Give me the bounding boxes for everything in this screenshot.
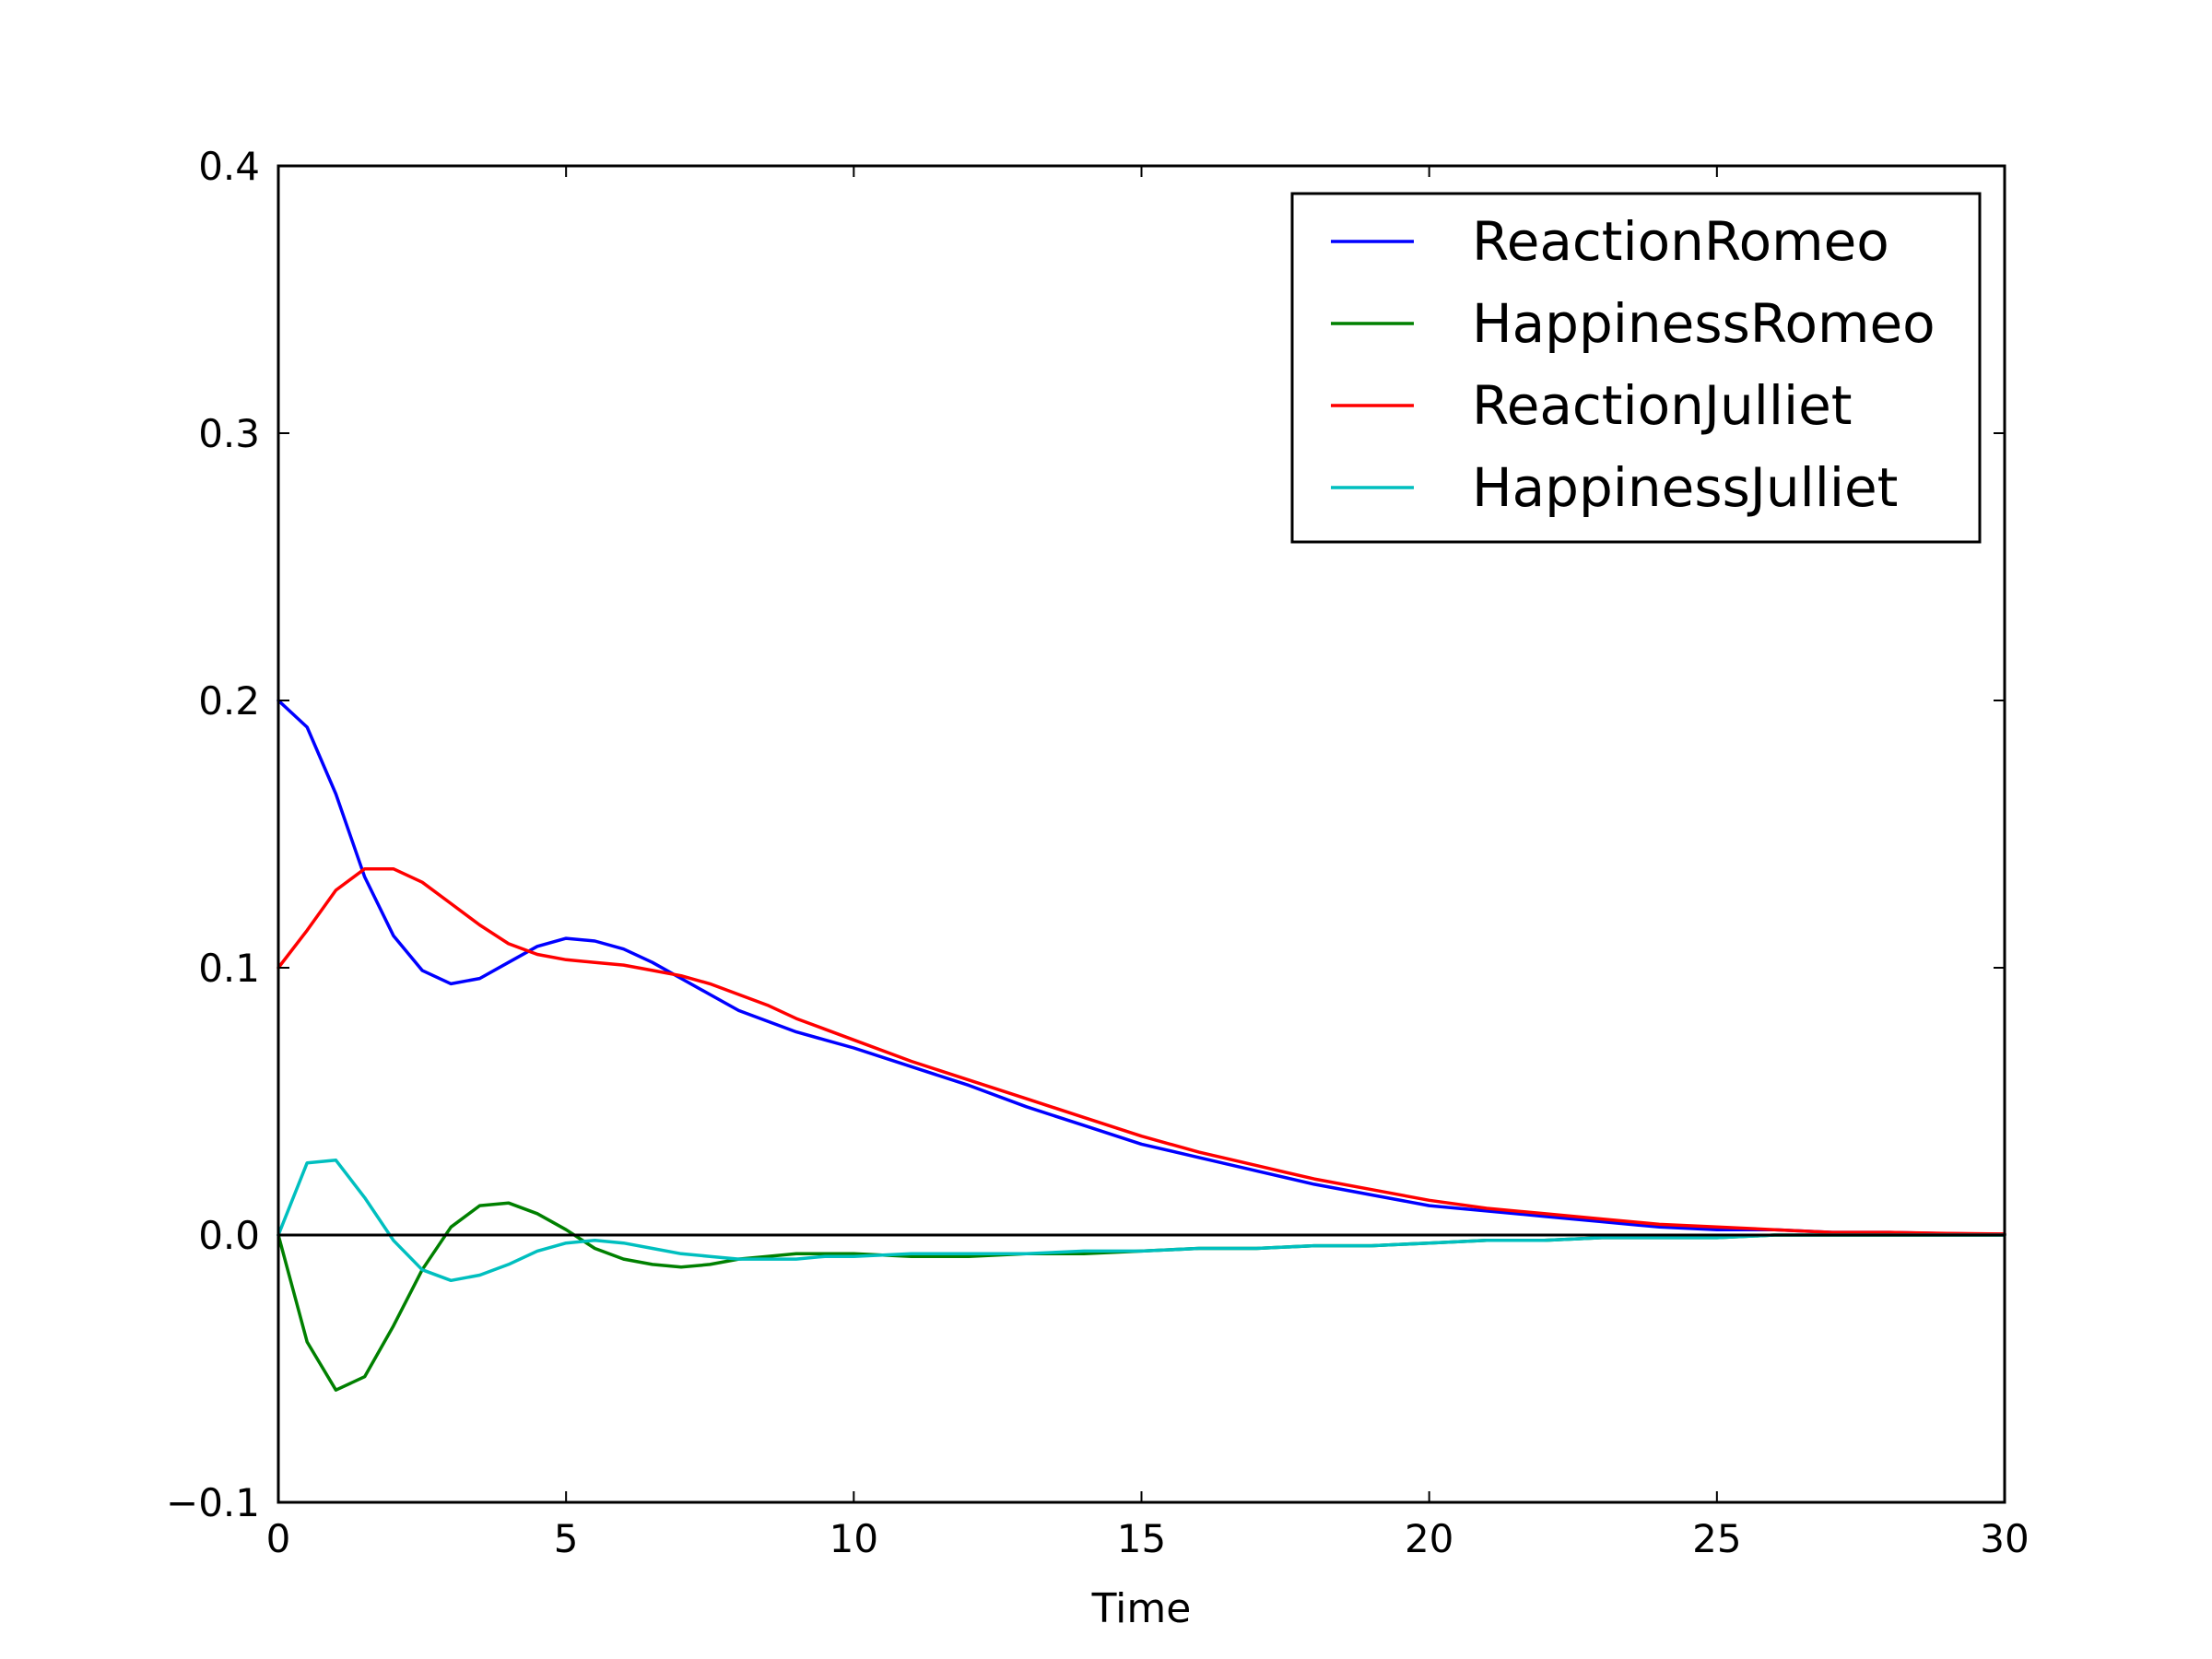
series-line-HappinessJulliet [276,1159,2006,1283]
y-tick-label: 0.3 [198,411,260,456]
legend: ReactionRomeo HappinessRomeo ReactionJulli… [1290,192,1982,544]
ticks-layer: 0 5 10 15 20 25 30 −0.1 0.0 0.1 0.2 0.3 0.4 [166,144,2030,1561]
x-tick-label: 30 [1980,1516,2029,1561]
x-axis-label: Time [1091,1585,1192,1632]
y-tick-label: −0.1 [166,1480,260,1525]
x-tick-label: 0 [266,1516,291,1561]
series-line-ReactionRomeo [276,699,2006,1236]
x-tick-label: 25 [1692,1516,1741,1561]
x-tick-label: 20 [1405,1516,1453,1561]
y-tick-label: 0.4 [198,144,260,189]
legend-label: ReactionJulliet [1472,374,1853,437]
series-layer [276,699,2006,1392]
y-tick-label: 0.2 [198,678,260,724]
y-tick-label: 0.0 [198,1213,260,1258]
legend-label: HappinessJulliet [1472,456,1898,519]
series-line-ReactionJulliet [276,866,2006,1236]
legend-label: HappinessRomeo [1472,292,1936,355]
legend-label: ReactionRomeo [1472,210,1889,273]
x-tick-label: 5 [554,1516,579,1561]
legend-box [1290,192,1982,544]
y-tick-label: 0.1 [198,946,260,991]
x-tick-label: 15 [1117,1516,1166,1561]
x-tick-label: 10 [830,1516,878,1561]
